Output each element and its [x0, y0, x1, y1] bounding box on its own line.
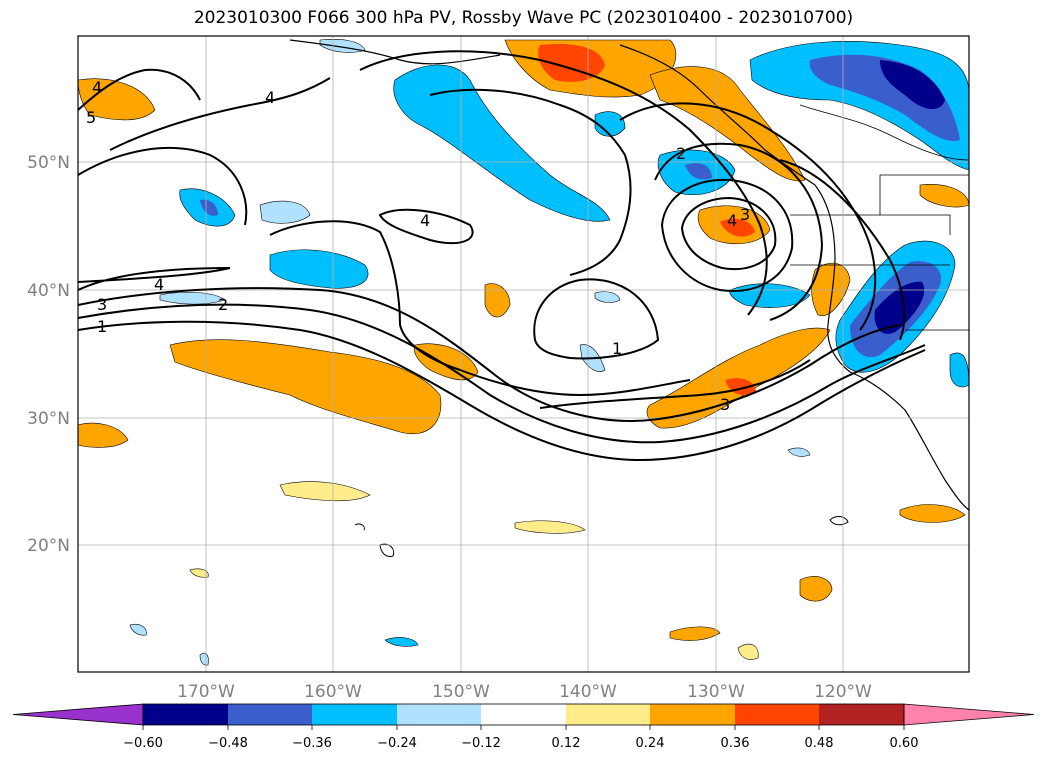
contour-label: 5: [86, 108, 96, 127]
contour-labels: 4 4 5 4 4 3 2 1 2 3 4 1 3: [86, 78, 750, 414]
colorbar-segment: [819, 704, 904, 725]
contour-line-12: [660, 178, 794, 292]
contour-line-5: [539, 359, 811, 409]
contour-label: 4: [727, 211, 737, 230]
coastlines: [289, 39, 970, 557]
colorbar-segment: [481, 704, 566, 725]
colorbar-tick-label: −0.48: [208, 736, 248, 751]
lon-label: 120°W: [814, 682, 872, 702]
contour-line-14: [619, 102, 877, 331]
map-frame: [77, 35, 970, 673]
contour-line-6: [533, 278, 660, 360]
contour-label: 1: [97, 317, 107, 336]
contour-line-2: [77, 303, 926, 444]
contour-label: 4: [265, 88, 275, 107]
gridlines: [78, 36, 969, 672]
colorbar-segment: [312, 704, 397, 725]
colorbar-tick-label: 0.24: [636, 736, 665, 751]
lat-label: 40°N: [27, 281, 70, 301]
colorbar-segment: [735, 704, 819, 725]
lon-label: 170°W: [177, 682, 235, 702]
contour-line-18: [109, 77, 331, 151]
map-title: 2023010300 F066 300 hPa PV, Rossby Wave …: [193, 8, 854, 28]
contour-line-11: [680, 196, 777, 271]
lon-label: 150°W: [432, 682, 490, 702]
colorbar-high-extend: [903, 703, 1035, 726]
lat-label: 20°N: [27, 536, 70, 556]
contour-line-17: [77, 68, 201, 111]
contour-label: 3: [740, 205, 750, 224]
lat-label: 30°N: [27, 409, 70, 429]
contour-label: 4: [420, 211, 430, 230]
contour-line-4: [77, 267, 231, 291]
contour-line-15: [779, 159, 906, 341]
lon-label: 160°W: [304, 682, 362, 702]
lon-label: 140°W: [559, 682, 617, 702]
colorbar-tick-label: −0.24: [377, 736, 417, 751]
colorbar-tick-label: 0.60: [890, 736, 919, 751]
colorbar: −0.60 −0.48 −0.36 −0.24 −0.12 0.12 0.24 …: [12, 703, 1035, 751]
colorbar-segment: [143, 704, 228, 725]
contour-label: 1: [612, 339, 622, 358]
longitude-labels: 170°W 160°W 150°W 140°W 130°W 120°W: [177, 682, 872, 702]
colorbar-segment: [650, 704, 735, 725]
colorbar-segment: [566, 704, 650, 725]
contour-line-1: [77, 320, 926, 462]
contour-line-10: [359, 50, 768, 316]
negative-anomaly-shading: [129, 39, 970, 666]
map-panel: 4 4 5 4 4 3 2 1 2 3 4 1 3: [77, 35, 970, 673]
rossby-contours: [77, 50, 926, 462]
colorbar-segment: [228, 704, 312, 725]
contour-line-16: [77, 146, 248, 226]
colorbar-tick-label: 0.12: [552, 736, 581, 751]
contour-line-8: [269, 220, 691, 397]
colorbar-tick-label: 0.48: [805, 736, 834, 751]
contour-line-13: [654, 142, 824, 321]
colorbar-tick-label: −0.60: [123, 736, 163, 751]
colorbar-tick-label: −0.12: [461, 736, 501, 751]
contour-line-7: [378, 208, 474, 245]
colorbar-low-extend: [12, 703, 144, 726]
lat-label: 50°N: [27, 153, 70, 173]
contour-label: 2: [218, 295, 228, 314]
lon-label: 130°W: [687, 682, 745, 702]
colorbar-tick-label: −0.36: [292, 736, 332, 751]
colorbar-segment: [397, 704, 481, 725]
contour-label: 4: [92, 78, 102, 97]
contour-label: 4: [154, 275, 164, 294]
contour-label: 2: [676, 144, 686, 163]
latitude-labels: 50°N 40°N 30°N 20°N: [27, 153, 70, 556]
contour-line-9: [429, 88, 632, 276]
contour-line-3: [77, 287, 901, 422]
contour-label: 3: [720, 395, 730, 414]
contour-label: 3: [97, 295, 107, 314]
colorbar-tick-label: 0.36: [721, 736, 750, 751]
